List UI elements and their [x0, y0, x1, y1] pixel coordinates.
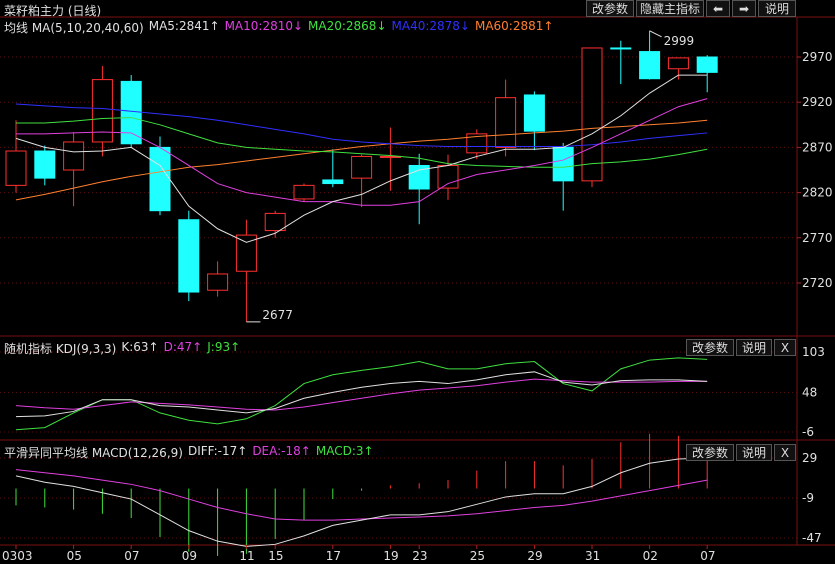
- candle-body-up: [207, 273, 229, 291]
- high-marker-line: [649, 30, 662, 38]
- price-tick-label: 2920: [802, 95, 833, 109]
- ma40-line: [15, 103, 708, 147]
- ma60-value: MA60:2881↑: [474, 19, 554, 33]
- candle-body-up: [5, 150, 27, 186]
- x-tick-label: 15: [268, 549, 283, 563]
- candle-body-up: [63, 141, 85, 171]
- macd-diff-value: DIFF:-17↑: [187, 444, 248, 458]
- x-tick-label: 31: [585, 549, 600, 563]
- ma20-line: [16, 117, 708, 168]
- kdj-params-button[interactable]: 改参数: [686, 339, 734, 356]
- x-tick-label: 17: [326, 549, 341, 563]
- arrow-right-icon[interactable]: ➡: [732, 0, 756, 17]
- low-price-label: 2677: [262, 308, 293, 322]
- ma60-line: [15, 119, 708, 201]
- kdj-tick-label: -6: [802, 425, 814, 439]
- kdj-d-line: [15, 378, 708, 411]
- ma40-value: MA40:2878↓: [391, 19, 470, 33]
- x-tick-label: 29: [527, 549, 542, 563]
- params-button[interactable]: 改参数: [586, 0, 634, 17]
- candle-body-down: [322, 179, 344, 185]
- x-tick-label: 19: [383, 549, 398, 563]
- candle-body-up: [437, 164, 459, 189]
- macd-dea-line: [15, 469, 708, 521]
- candle-body-up: [466, 133, 488, 154]
- help-button[interactable]: 说明: [758, 0, 796, 17]
- x-tick-label: 23: [412, 549, 427, 563]
- x-tick-label: 07: [124, 549, 139, 563]
- macd-diff-line: [15, 457, 708, 547]
- high-price-label: 2999: [664, 34, 695, 48]
- kdj-legend-title: 随机指标 KDJ(9,3,3): [4, 342, 117, 356]
- candle-body-up: [264, 212, 286, 232]
- macd-tick-label: -9: [802, 491, 814, 505]
- macd-legend-title: 平滑异同平均线 MACD(12,26,9): [4, 446, 183, 460]
- macd-dea-value: DEA:-18↑: [252, 444, 311, 458]
- hide-main-indicator-button[interactable]: 隐藏主指标: [636, 0, 704, 17]
- x-tick-label: 11: [239, 549, 254, 563]
- kdj-d-value: D:47↑: [163, 340, 203, 354]
- kdj-k-value: K:63↑: [121, 340, 159, 354]
- macd-tick-label: 29: [802, 451, 817, 465]
- price-tick-label: 2870: [802, 140, 833, 154]
- candle-body-down: [120, 80, 142, 145]
- macd-legend: 平滑异同平均线 MACD(12,26,9) DIFF:-17↑ DEA:-18↑…: [4, 444, 374, 461]
- instrument-title: 菜籽粕主力 (日线): [4, 4, 102, 18]
- ma-legend-title: 均线 MA(5,10,20,40,60): [4, 21, 144, 35]
- kdj-j-value: J:93↑: [207, 340, 241, 354]
- x-tick-label: 07: [700, 549, 715, 563]
- price-tick-label: 2720: [802, 276, 833, 290]
- candle-body-down: [552, 146, 574, 182]
- kdj-help-button[interactable]: 说明: [736, 339, 772, 356]
- price-tick-label: 2820: [802, 186, 833, 200]
- x-tick-label: 25: [470, 549, 485, 563]
- x-tick-label: 0303: [2, 549, 33, 563]
- kdj-tick-label: 103: [802, 345, 825, 359]
- x-tick-label: 05: [67, 549, 82, 563]
- candle-body-down: [149, 146, 171, 212]
- ma-legend: 均线 MA(5,10,20,40,60) MA5:2841↑ MA10:2810…: [4, 19, 553, 36]
- price-tick-label: 2770: [802, 231, 833, 245]
- candle-body-down: [696, 56, 718, 73]
- ma10-line: [16, 98, 708, 206]
- kdj-k-line: [15, 371, 708, 418]
- ma20-value: MA20:2868↓: [308, 19, 387, 33]
- candle-body-up: [235, 234, 257, 272]
- ma5-value: MA5:2841↑: [148, 19, 220, 33]
- candle-body-up: [293, 184, 315, 200]
- candle-body-up: [667, 57, 689, 70]
- kdj-tick-label: 48: [802, 385, 817, 399]
- candle-body-down: [523, 94, 545, 132]
- candle-body-up: [351, 155, 373, 179]
- ma5-line: [15, 74, 708, 243]
- price-tick-label: 2970: [802, 50, 833, 64]
- x-tick-label: 09: [182, 549, 197, 563]
- arrow-left-icon[interactable]: ⬅: [706, 0, 730, 17]
- macd-hist-value: MACD:3↑: [315, 444, 374, 458]
- macd-params-button[interactable]: 改参数: [686, 444, 734, 461]
- candle-body-down: [639, 51, 661, 80]
- candle-body-down: [34, 150, 56, 179]
- candle-body-up: [581, 47, 603, 182]
- ma10-value: MA10:2810↓: [224, 19, 304, 33]
- macd-help-button[interactable]: 说明: [736, 444, 772, 461]
- x-tick-label: 02: [643, 549, 658, 563]
- kdj-close-button[interactable]: X: [774, 339, 796, 356]
- macd-tick-label: -47: [802, 531, 822, 545]
- candle-body-up: [91, 79, 113, 143]
- candle-body-down: [178, 219, 200, 293]
- kdj-legend: 随机指标 KDJ(9,3,3) K:63↑ D:47↑ J:93↑: [4, 340, 240, 357]
- macd-close-button[interactable]: X: [774, 444, 796, 461]
- candle-body-up: [495, 97, 517, 148]
- candle-body-down: [610, 47, 632, 50]
